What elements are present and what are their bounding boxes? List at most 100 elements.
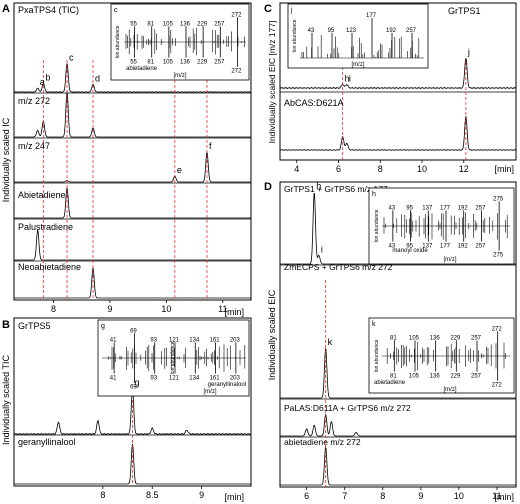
inset-k-compound: abietadiene <box>374 380 406 386</box>
ion-label: 55 <box>130 60 137 66</box>
panel-c-traces <box>279 58 517 151</box>
ion-label: 257 <box>475 205 486 211</box>
peak-label-d: d <box>95 73 100 83</box>
inset-c-letter: c <box>114 7 118 14</box>
series-label: m/z 272 <box>18 96 50 106</box>
ion-label: 43 <box>308 28 315 34</box>
inset-h-compound: manoyl oxide <box>392 248 428 254</box>
inset-h-letter: h <box>372 191 376 198</box>
series-label: abietadiene m/z 272 <box>284 437 361 447</box>
peak-label-b: b <box>45 73 50 83</box>
ion-label: 192 <box>386 28 397 34</box>
panel-a-xlabel: [min] <box>224 307 244 317</box>
inset-k-xlabel: [m/z] <box>444 387 457 393</box>
trace-b-1 <box>14 443 251 485</box>
ion-label: 121 <box>169 376 180 382</box>
inset-g-letter: g <box>101 323 105 330</box>
ion-label: 177 <box>366 13 377 19</box>
inset-h-ylabel: Ion abundance <box>374 209 380 242</box>
panel-b-peak-labels: g <box>135 377 140 387</box>
inset-g-compound: geranyllinalool <box>208 382 246 388</box>
x-tick-label: 9 <box>107 304 112 314</box>
panel-b-ticks: 8 8.5 9 <box>100 486 204 500</box>
ion-label: 257 <box>471 335 482 341</box>
ion-label: 257 <box>406 28 417 34</box>
x-tick-label: 4 <box>294 164 299 174</box>
inset-j-frame <box>287 3 429 69</box>
ion-label: 136 <box>180 60 191 66</box>
panel-b-letter: B <box>2 319 10 331</box>
panel-d-ylabel: Individually scaled EIC <box>267 289 277 380</box>
ion-label: 272 <box>492 383 503 389</box>
ion-label: 275 <box>493 196 504 202</box>
inset-j: j Ion abundance [m/z] 43 95 123 177 192 257 <box>287 3 429 69</box>
x-tick-label: 10 <box>454 491 464 501</box>
panel-a: A Individually scaled IC 8 9 10 11 [min] Px… <box>1 2 252 317</box>
x-tick-label: 8 <box>380 491 385 501</box>
peak-label-g: g <box>135 377 140 387</box>
ion-label: 105 <box>163 60 174 66</box>
ion-label: 95 <box>406 205 413 211</box>
x-tick-label: 6 <box>304 491 309 501</box>
inset-k-bars <box>386 331 506 381</box>
trace-d-2 <box>280 413 516 437</box>
panel-c-ref-lines <box>342 62 467 160</box>
inset-c-labels: 55 81 105 136 229 257 272 55 81 105 136 229 257 272 <box>130 12 242 74</box>
x-tick-label: 9 <box>418 491 423 501</box>
ion-label: 105 <box>409 335 420 341</box>
inset-j-ylabel: Ion abundance <box>292 19 298 52</box>
series-label: AbCAS:D621A <box>284 98 344 108</box>
inset-j-bars <box>301 18 420 58</box>
inset-k-ylabel: Ion abundance <box>374 339 380 372</box>
panel-d-peak-labels: h i k <box>316 181 332 347</box>
inset-c-xlabel: [m/z] <box>174 73 187 79</box>
panel-a-ticks: 8 9 10 11 <box>51 300 227 314</box>
ion-label: 257 <box>471 374 482 380</box>
inset-h: h Ion abundance [m/z] manoyl oxide 43 95 1… <box>368 187 515 265</box>
panel-b-ylabel: Individually scaled TIC <box>1 355 11 445</box>
x-tick-label: 6 <box>336 164 341 174</box>
x-tick-label: 9 <box>199 490 204 500</box>
series-label: m/z 247 <box>18 141 50 151</box>
x-tick-label: 10 <box>417 164 427 174</box>
inset-j-labels: 43 95 123 177 192 257 <box>308 13 417 34</box>
ion-label: 134 <box>189 376 200 382</box>
peak-label-a: a <box>40 77 45 87</box>
inset-c-compound: abietadiene <box>126 66 158 72</box>
ion-label: 123 <box>346 28 357 34</box>
inset-g: g Ion abundance [m/z] geranyllinalool 41… <box>97 319 250 397</box>
panel-a-ylabel: Individually scaled IC <box>1 117 11 202</box>
series-label: Neoabietadiene <box>18 262 81 272</box>
panel-c-ticks: 4 6 8 10 12 <box>294 160 469 174</box>
panel-d-letter: D <box>264 181 272 193</box>
ion-label: 161 <box>210 337 221 343</box>
ion-label: 43 <box>389 205 396 211</box>
ion-label: 257 <box>214 60 225 66</box>
ion-label: 95 <box>328 28 335 34</box>
trace-a-3 <box>14 187 251 219</box>
ion-label: 121 <box>169 337 180 343</box>
ion-label: 177 <box>440 205 451 211</box>
panel-a-frame <box>13 2 252 301</box>
inset-k: k Ion abundance [m/z] abietadiene 81 105 1… <box>368 317 515 394</box>
trace-d-3 <box>280 446 516 486</box>
panel-c: C Individually scaled EIC [m/z 177] 4 6 8 1… <box>264 2 517 174</box>
ion-label: 41 <box>110 376 117 382</box>
ion-label: 272 <box>231 12 242 18</box>
ion-label: 272 <box>231 69 242 75</box>
ion-label: 81 <box>390 374 397 380</box>
ion-label: 272 <box>492 326 503 332</box>
inset-k-labels: 81 105 136 229 257 272 81 105 136 229 257 272 <box>390 326 502 388</box>
ion-label: 93 <box>150 376 157 382</box>
ion-label: 137 <box>422 244 433 250</box>
peak-label-f: f <box>209 141 212 151</box>
inset-j-letter: j <box>290 7 293 14</box>
peak-label-k: k <box>328 337 333 347</box>
series-label: geranyllinalool <box>18 437 76 447</box>
inset-g-xlabel: [m/z] <box>204 389 217 395</box>
panel-d-dividers <box>280 264 516 438</box>
ion-label: 105 <box>409 374 420 380</box>
ion-label: 161 <box>210 376 221 382</box>
panel-d-xlabel: [min] <box>494 492 514 502</box>
ion-label: 192 <box>458 205 469 211</box>
